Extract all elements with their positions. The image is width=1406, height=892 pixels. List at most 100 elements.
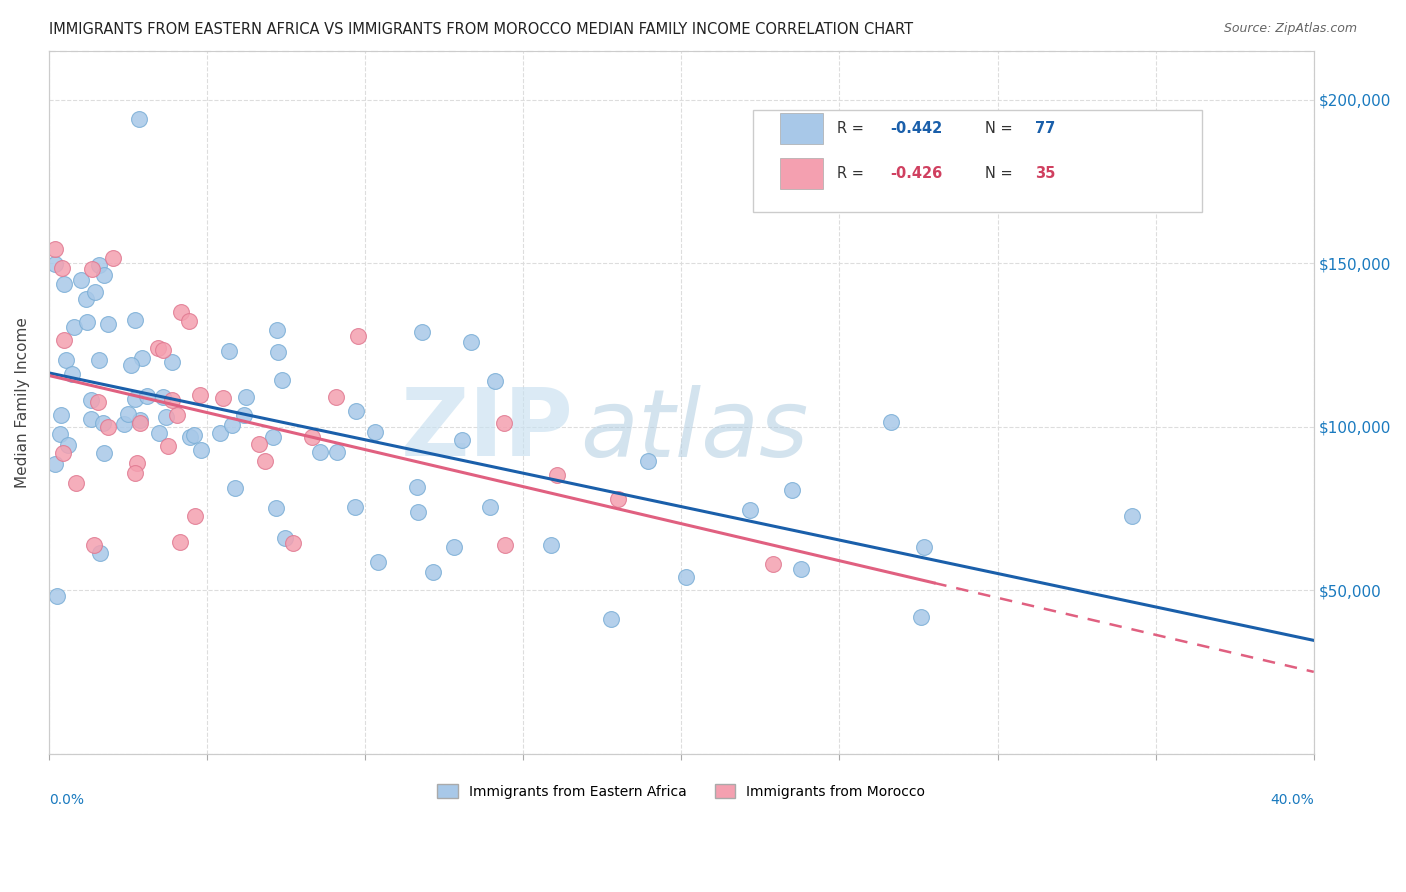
Point [212,392,235,406]
Point [152,391,174,405]
Point [166,408,188,422]
Point [208,426,231,441]
Point [70,273,93,287]
Point [51,261,73,276]
Point [44,457,66,471]
Point [44,257,66,271]
Point [63,320,86,334]
Text: -0.426: -0.426 [890,166,942,181]
Point [267,345,290,359]
Text: IMMIGRANTS FROM EASTERN AFRICA VS IMMIGRANTS FROM MOROCCO MEDIAN FAMILY INCOME C: IMMIGRANTS FROM EASTERN AFRICA VS IMMIGR… [49,22,914,37]
Point [309,445,332,459]
Point [49,408,72,422]
Point [411,326,433,340]
Text: 0.0%: 0.0% [49,792,84,806]
Point [46,590,69,604]
Point [183,427,205,442]
Point [408,505,430,519]
Point [235,390,257,404]
FancyBboxPatch shape [780,158,823,189]
Point [52,446,75,460]
Point [124,313,146,327]
Point [406,480,429,494]
Point [790,562,813,576]
FancyBboxPatch shape [780,112,823,144]
Point [124,392,146,406]
Text: -0.442: -0.442 [890,120,942,136]
Point [274,531,297,545]
Point [75,293,97,307]
Point [52,334,75,348]
Point [82,262,104,277]
Point [271,373,294,387]
Point [179,430,201,444]
Point [44,242,66,256]
Point [1121,509,1143,524]
Point [179,314,201,328]
Point [136,389,159,403]
Point [540,538,562,552]
Text: 77: 77 [1035,120,1056,136]
Text: R =: R = [837,166,869,181]
Point [112,417,135,431]
Point [184,508,207,523]
Point [325,390,347,404]
Point [637,454,659,468]
Point [60,367,83,381]
Point [87,258,110,272]
Point [422,565,444,579]
Point [266,500,288,515]
Point [233,408,256,422]
Point [253,454,276,468]
Point [600,612,623,626]
Point [80,412,103,426]
Point [152,343,174,358]
Point [117,407,139,421]
Point [148,342,170,356]
Point [910,610,932,624]
Point [344,500,367,514]
Point [450,434,472,448]
Point [224,481,246,495]
Y-axis label: Median Family Income: Median Family Income [15,317,30,488]
Point [91,417,114,431]
Point [443,540,465,554]
Point [128,112,150,126]
Legend: Immigrants from Eastern Africa, Immigrants from Morocco: Immigrants from Eastern Africa, Immigran… [432,779,931,805]
Point [160,354,183,368]
Point [262,430,284,444]
Point [190,442,212,457]
Text: ZIP: ZIP [401,384,574,476]
Point [120,359,142,373]
Point [97,420,120,434]
Point [49,426,72,441]
Point [494,538,516,552]
Point [155,409,177,424]
Point [880,415,903,429]
FancyBboxPatch shape [754,111,1202,212]
Point [247,436,270,450]
Point [124,467,146,481]
Point [606,491,628,506]
Point [188,387,211,401]
Point [346,329,368,343]
Point [912,540,935,554]
Point [218,343,240,358]
Point [83,538,105,552]
Point [281,535,304,549]
Text: N =: N = [984,166,1017,181]
Point [266,323,288,337]
Point [738,502,761,516]
Point [675,570,697,584]
Point [52,277,75,291]
Point [93,445,115,459]
Point [157,439,180,453]
Point [780,483,803,498]
Point [127,456,149,470]
Point [170,304,193,318]
Point [76,315,98,329]
Text: 40.0%: 40.0% [1270,792,1313,806]
Point [460,335,482,350]
Point [128,413,150,427]
Point [367,555,389,569]
